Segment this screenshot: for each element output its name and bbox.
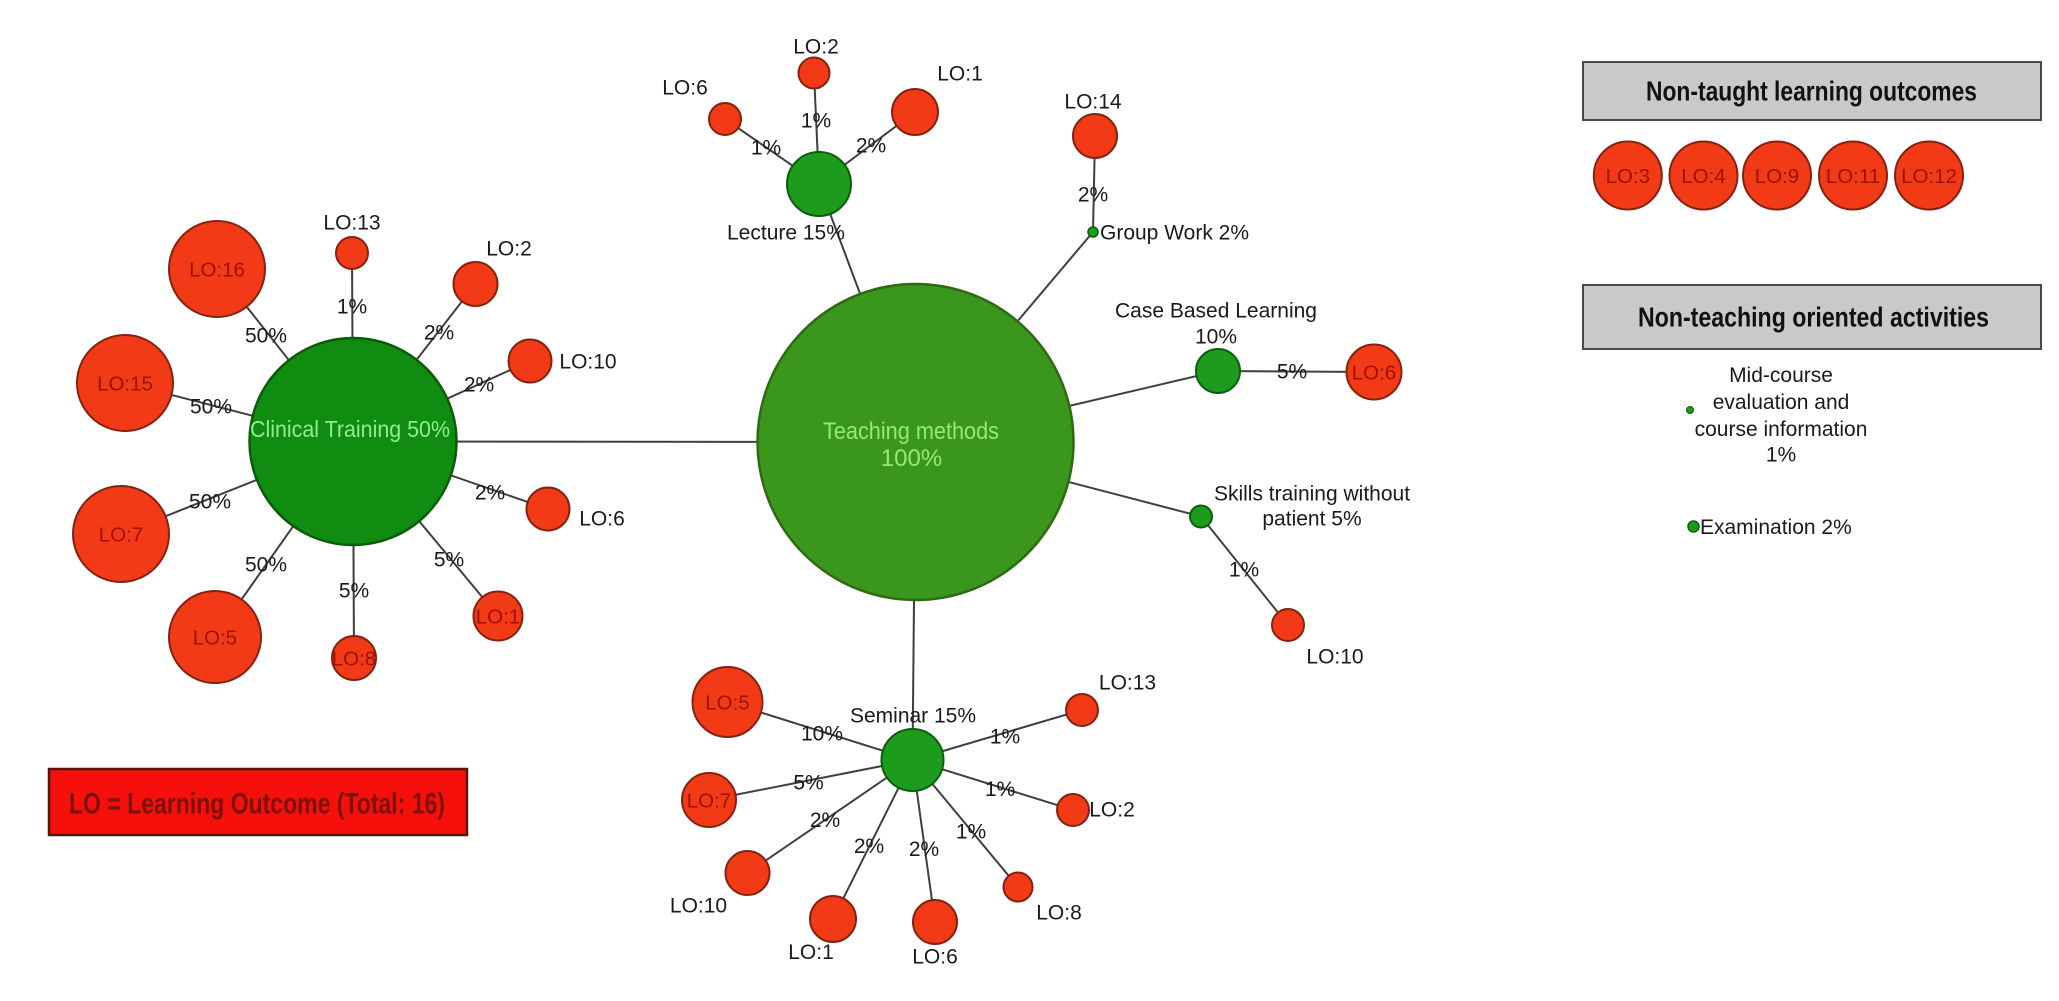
svg-text:LO:4: LO:4 bbox=[1681, 165, 1725, 188]
svg-text:Teaching methods: Teaching methods bbox=[823, 418, 999, 445]
svg-text:Clinical Training 50%: Clinical Training 50% bbox=[250, 416, 450, 442]
svg-text:5%: 5% bbox=[793, 771, 823, 794]
svg-text:Mid-course: Mid-course bbox=[1729, 364, 1833, 387]
svg-text:5%: 5% bbox=[339, 579, 369, 602]
svg-text:LO:6: LO:6 bbox=[662, 76, 708, 99]
svg-text:50%: 50% bbox=[190, 395, 232, 418]
svg-text:LO:1: LO:1 bbox=[788, 941, 834, 964]
svg-text:LO:11: LO:11 bbox=[1826, 165, 1880, 188]
svg-text:2%: 2% bbox=[475, 481, 505, 504]
svg-text:LO:2: LO:2 bbox=[793, 35, 839, 58]
svg-text:5%: 5% bbox=[434, 548, 464, 571]
svg-text:2%: 2% bbox=[1078, 183, 1108, 206]
svg-text:1%: 1% bbox=[801, 109, 831, 132]
svg-text:10%: 10% bbox=[1195, 325, 1237, 348]
svg-text:LO:7: LO:7 bbox=[99, 523, 143, 546]
svg-text:LO:2: LO:2 bbox=[1089, 798, 1135, 821]
svg-text:LO:13: LO:13 bbox=[323, 211, 380, 234]
svg-text:LO:6: LO:6 bbox=[912, 945, 958, 968]
svg-text:LO:10: LO:10 bbox=[1306, 645, 1363, 668]
svg-text:2%: 2% bbox=[909, 838, 939, 861]
svg-text:50%: 50% bbox=[245, 324, 287, 347]
svg-text:LO:5: LO:5 bbox=[193, 626, 237, 649]
svg-text:2%: 2% bbox=[810, 809, 840, 832]
svg-text:Skills training without: Skills training without bbox=[1214, 482, 1410, 505]
svg-text:Group Work 2%: Group Work 2% bbox=[1100, 221, 1249, 244]
svg-text:Non-taught learning outcomes: Non-taught learning outcomes bbox=[1646, 76, 1977, 107]
svg-text:LO:10: LO:10 bbox=[559, 350, 616, 373]
svg-text:1%: 1% bbox=[985, 778, 1015, 801]
svg-text:LO:6: LO:6 bbox=[579, 507, 625, 530]
svg-text:1%: 1% bbox=[1229, 558, 1259, 581]
svg-text:evaluation and: evaluation and bbox=[1713, 391, 1850, 414]
svg-text:5%: 5% bbox=[1277, 360, 1307, 383]
svg-text:2%: 2% bbox=[424, 321, 454, 344]
svg-text:LO:10: LO:10 bbox=[670, 894, 727, 917]
svg-text:1%: 1% bbox=[337, 295, 367, 318]
svg-text:Seminar 15%: Seminar 15% bbox=[850, 704, 976, 727]
svg-text:LO:1: LO:1 bbox=[476, 605, 520, 628]
svg-text:LO:1: LO:1 bbox=[937, 62, 983, 85]
svg-text:LO:8: LO:8 bbox=[332, 647, 376, 670]
svg-text:LO:15: LO:15 bbox=[97, 372, 153, 395]
svg-text:2%: 2% bbox=[856, 134, 886, 157]
svg-text:LO:14: LO:14 bbox=[1064, 90, 1122, 113]
svg-text:10%: 10% bbox=[801, 722, 843, 745]
svg-text:1%: 1% bbox=[956, 820, 986, 843]
svg-text:1%: 1% bbox=[990, 725, 1020, 748]
svg-text:LO:3: LO:3 bbox=[1606, 165, 1650, 188]
svg-text:LO:9: LO:9 bbox=[1755, 165, 1799, 188]
svg-text:2%: 2% bbox=[464, 373, 494, 396]
svg-text:LO:16: LO:16 bbox=[189, 258, 245, 281]
svg-text:2%: 2% bbox=[854, 835, 884, 858]
svg-text:Examination 2%: Examination 2% bbox=[1700, 516, 1852, 539]
svg-text:50%: 50% bbox=[189, 490, 231, 513]
svg-text:course information: course information bbox=[1695, 418, 1868, 441]
svg-text:LO:13: LO:13 bbox=[1099, 671, 1156, 694]
svg-text:LO:8: LO:8 bbox=[1036, 901, 1082, 924]
svg-text:50%: 50% bbox=[245, 553, 287, 576]
svg-text:LO:12: LO:12 bbox=[1901, 165, 1957, 188]
svg-text:Case Based Learning: Case Based Learning bbox=[1115, 299, 1317, 322]
svg-text:patient 5%: patient 5% bbox=[1262, 507, 1361, 530]
svg-text:LO:7: LO:7 bbox=[687, 789, 731, 812]
svg-text:100%: 100% bbox=[881, 445, 942, 472]
svg-text:1%: 1% bbox=[751, 136, 781, 159]
svg-text:Non-teaching oriented activiti: Non-teaching oriented activities bbox=[1638, 302, 1989, 333]
svg-text:Lecture 15%: Lecture 15% bbox=[727, 221, 845, 244]
svg-text:LO = Learning Outcome (Total:: LO = Learning Outcome (Total: 16) bbox=[69, 788, 445, 821]
svg-text:LO:6: LO:6 bbox=[1352, 361, 1396, 384]
svg-text:LO:2: LO:2 bbox=[486, 237, 532, 260]
svg-text:1%: 1% bbox=[1766, 443, 1796, 466]
svg-text:LO:5: LO:5 bbox=[705, 691, 749, 714]
